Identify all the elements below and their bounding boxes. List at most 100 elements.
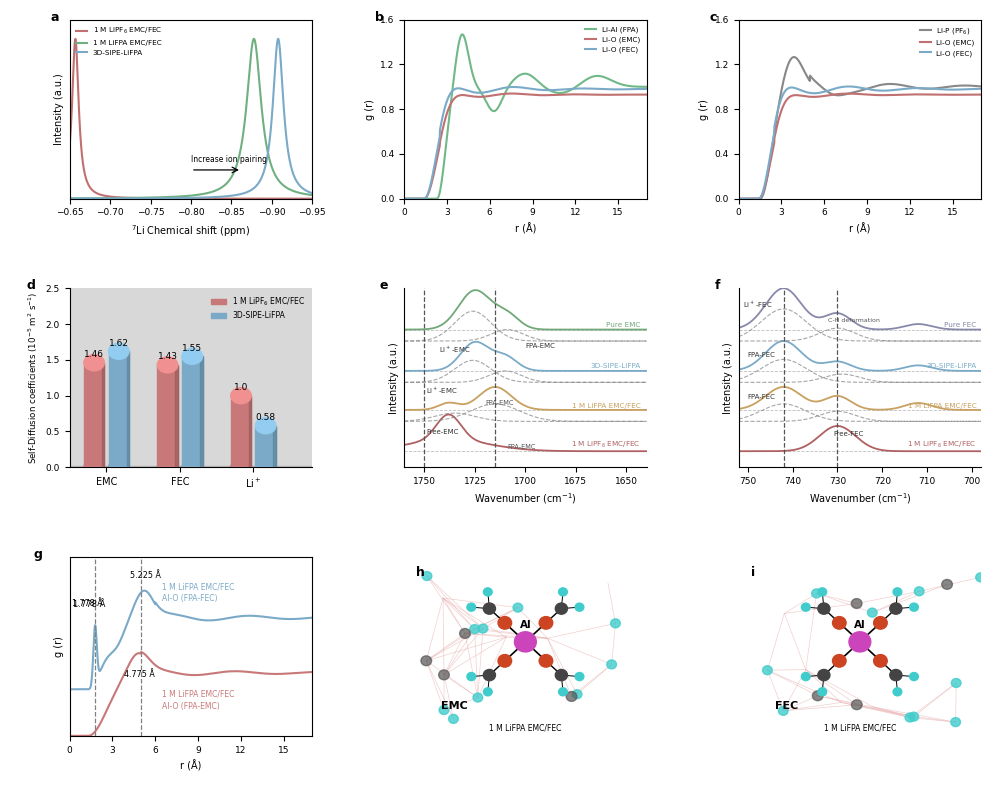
Legend: Li-P (PF$_6$), Li-O (EMC), Li-O (FEC): Li-P (PF$_6$), Li-O (EMC), Li-O (FEC) xyxy=(916,24,977,59)
Circle shape xyxy=(438,670,449,680)
Text: Al-O (FPA-FEC): Al-O (FPA-FEC) xyxy=(162,594,218,603)
Li-O (FEC) xyxy=(923,84,935,94)
Circle shape xyxy=(893,688,901,696)
Text: 1 M LiFPA EMC/FEC: 1 M LiFPA EMC/FEC xyxy=(162,689,235,698)
Circle shape xyxy=(421,656,431,666)
Text: EMC: EMC xyxy=(440,701,467,711)
Li-Al (FPA) xyxy=(633,82,645,91)
1 M LiPF$_6$ EMC/FEC xyxy=(155,194,167,203)
Text: Al-O (FPA-EMC): Al-O (FPA-EMC) xyxy=(162,702,220,711)
Ellipse shape xyxy=(157,357,178,373)
Circle shape xyxy=(556,670,568,681)
Text: b: b xyxy=(375,11,384,24)
Circle shape xyxy=(439,706,449,715)
Circle shape xyxy=(478,624,488,633)
Circle shape xyxy=(852,599,862,608)
Text: 1.778 Å: 1.778 Å xyxy=(73,600,105,609)
Circle shape xyxy=(422,571,432,581)
Circle shape xyxy=(813,691,823,700)
Line: Li-O (FEC): Li-O (FEC) xyxy=(404,87,646,198)
Circle shape xyxy=(818,603,830,614)
Circle shape xyxy=(483,688,492,696)
Bar xyxy=(70,466,312,473)
Text: Free-EMC: Free-EMC xyxy=(426,429,459,435)
1 M LiPF$_6$ EMC/FEC xyxy=(281,194,293,203)
Line: 1 M LiPF$_6$ EMC/FEC: 1 M LiPF$_6$ EMC/FEC xyxy=(62,39,320,198)
Circle shape xyxy=(573,689,582,699)
Circle shape xyxy=(467,603,476,611)
Text: Pure EMC: Pure EMC xyxy=(607,322,640,328)
Bar xyxy=(102,363,105,467)
Ellipse shape xyxy=(157,460,178,475)
Circle shape xyxy=(539,655,553,667)
Text: Increase ion pairing: Increase ion pairing xyxy=(191,154,267,164)
Text: e: e xyxy=(379,279,388,292)
Ellipse shape xyxy=(84,355,105,371)
Circle shape xyxy=(818,688,827,696)
Li-O (FEC) xyxy=(590,84,602,94)
Text: Free-FEC: Free-FEC xyxy=(833,431,864,437)
Text: Pure FEC: Pure FEC xyxy=(944,322,976,328)
Text: 1 M LiFPA EMC/FEC: 1 M LiFPA EMC/FEC xyxy=(824,723,896,732)
Li-O (EMC) xyxy=(733,194,745,203)
Text: FPA-FEC: FPA-FEC xyxy=(748,394,776,401)
Ellipse shape xyxy=(231,388,251,404)
Text: FPA-EMC: FPA-EMC xyxy=(507,444,536,450)
Ellipse shape xyxy=(182,460,202,475)
Li-P (PF$_6$) xyxy=(745,194,757,203)
Text: FPA-EMC: FPA-EMC xyxy=(526,343,555,349)
Circle shape xyxy=(818,670,830,681)
Text: FPA-EMC: FPA-EMC xyxy=(485,401,514,406)
Li-Al (FPA) xyxy=(516,69,528,79)
Bar xyxy=(126,351,129,467)
Text: 1.55: 1.55 xyxy=(182,344,202,353)
Ellipse shape xyxy=(255,418,276,434)
Text: 1 M LiPF$_6$ EMC/FEC: 1 M LiPF$_6$ EMC/FEC xyxy=(571,440,640,450)
Circle shape xyxy=(459,629,470,638)
3D-SIPE-LiFPA xyxy=(56,194,68,203)
1 M LiFPA EMC/FEC xyxy=(85,194,97,203)
Circle shape xyxy=(812,589,822,598)
Circle shape xyxy=(559,688,568,696)
Line: Li-O (EMC): Li-O (EMC) xyxy=(404,94,646,198)
Li-O (EMC) xyxy=(968,90,980,99)
Li-P (PF$_6$) xyxy=(788,52,800,61)
Li-O (FEC) xyxy=(968,84,980,94)
Ellipse shape xyxy=(109,460,129,475)
Text: i: i xyxy=(751,566,755,578)
Li-P (PF$_6$) xyxy=(923,84,935,94)
Bar xyxy=(109,351,129,467)
Li-O (EMC) xyxy=(506,89,518,98)
Text: 3D-SIPE-LiFPA: 3D-SIPE-LiFPA xyxy=(591,364,640,369)
Circle shape xyxy=(951,678,961,687)
Circle shape xyxy=(470,625,479,634)
1 M LiPF$_6$ EMC/FEC xyxy=(70,34,82,43)
Circle shape xyxy=(868,608,877,617)
Li-O (EMC) xyxy=(510,89,522,98)
1 M LiFPA EMC/FEC xyxy=(309,190,321,200)
Li-O (FEC) xyxy=(975,84,987,94)
Circle shape xyxy=(575,673,584,681)
Text: 3D-SIPE-LiFPA: 3D-SIPE-LiFPA xyxy=(926,364,976,369)
Ellipse shape xyxy=(182,348,202,364)
Li-P (PF$_6$) xyxy=(733,194,745,203)
Circle shape xyxy=(818,588,827,596)
Circle shape xyxy=(611,619,621,628)
1 M LiFPA EMC/FEC xyxy=(166,192,178,201)
Circle shape xyxy=(448,715,458,723)
Y-axis label: Intensity (a.u.): Intensity (a.u.) xyxy=(54,73,64,145)
Circle shape xyxy=(873,616,887,629)
Li-O (EMC) xyxy=(745,194,757,203)
Li-O (EMC) xyxy=(923,90,935,99)
Text: 1.46: 1.46 xyxy=(84,350,105,359)
1 M LiPF$_6$ EMC/FEC xyxy=(309,194,321,203)
Li-P (PF$_6$) xyxy=(845,88,857,98)
Legend: 1 M LiPF$_6$ EMC/FEC, 1 M LiFPA EMC/FEC, 3D-SIPE-LiFPA: 1 M LiPF$_6$ EMC/FEC, 1 M LiFPA EMC/FEC,… xyxy=(74,24,165,58)
Circle shape xyxy=(515,632,536,652)
Text: Li$^+$-EMC: Li$^+$-EMC xyxy=(438,344,470,354)
3D-SIPE-LiFPA xyxy=(101,194,113,203)
Legend: Li-Al (FPA), Li-O (EMC), Li-O (FEC): Li-Al (FPA), Li-O (EMC), Li-O (FEC) xyxy=(583,24,643,56)
Li-O (FEC) xyxy=(845,82,857,91)
Li-Al (FPA) xyxy=(640,82,652,91)
Circle shape xyxy=(951,718,960,726)
